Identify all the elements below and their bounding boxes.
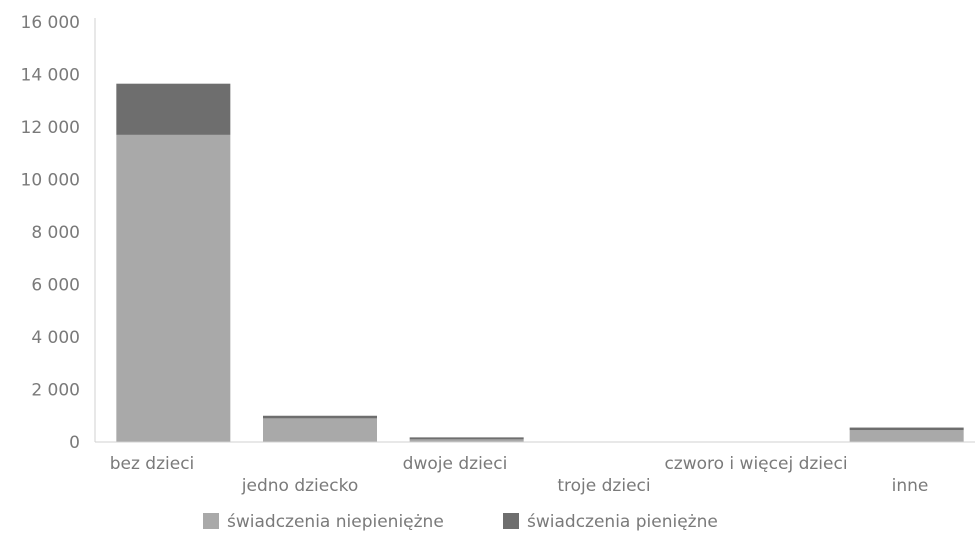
x-category-label: jedno dziecko (241, 476, 358, 496)
y-tick-label: 16 000 (21, 13, 80, 33)
bar-segment-niepieniezne (849, 430, 964, 442)
legend-swatch (203, 513, 219, 529)
bar-segment-pieniezne (409, 437, 524, 440)
legend-label: świadczenia pieniężne (527, 512, 718, 532)
bars-group (116, 83, 964, 442)
x-category-label: czworo i więcej dzieci (664, 454, 847, 474)
y-axis: 0 2 000 4 000 6 000 8 000 10 000 12 000 14 000 1… (21, 13, 96, 453)
bar-segment-pieniezne (263, 415, 377, 419)
x-category-label: troje dzieci (557, 476, 650, 496)
y-tick-label: 14 000 (21, 66, 80, 86)
y-tick-label: 12 000 (21, 118, 80, 138)
y-tick-label: 4 000 (31, 328, 80, 348)
y-tick-label: 2 000 (31, 381, 80, 401)
x-category-label: inne (892, 476, 929, 496)
y-tick-label: 8 000 (31, 223, 80, 243)
x-axis: bez dzieci jedno dziecko dwoje dzieci troje… (95, 441, 975, 496)
bar-segment-niepieniezne (263, 418, 377, 442)
bar-segment-pieniezne (849, 427, 964, 431)
bar-segment-niepieniezne (116, 134, 231, 442)
y-tick-label: 6 000 (31, 276, 80, 296)
legend-label: świadczenia niepieniężne (227, 512, 444, 532)
y-tick-label: 0 (69, 433, 80, 453)
legend-swatch (503, 513, 519, 529)
x-category-label: bez dzieci (110, 454, 195, 474)
x-category-label: dwoje dzieci (403, 454, 508, 474)
bar-segment-pieniezne (116, 83, 231, 135)
bar-segment-niepieniezne (409, 439, 524, 442)
y-tick-label: 10 000 (21, 171, 80, 191)
legend: świadczenia niepieniężne świadczenia pien… (203, 512, 718, 532)
